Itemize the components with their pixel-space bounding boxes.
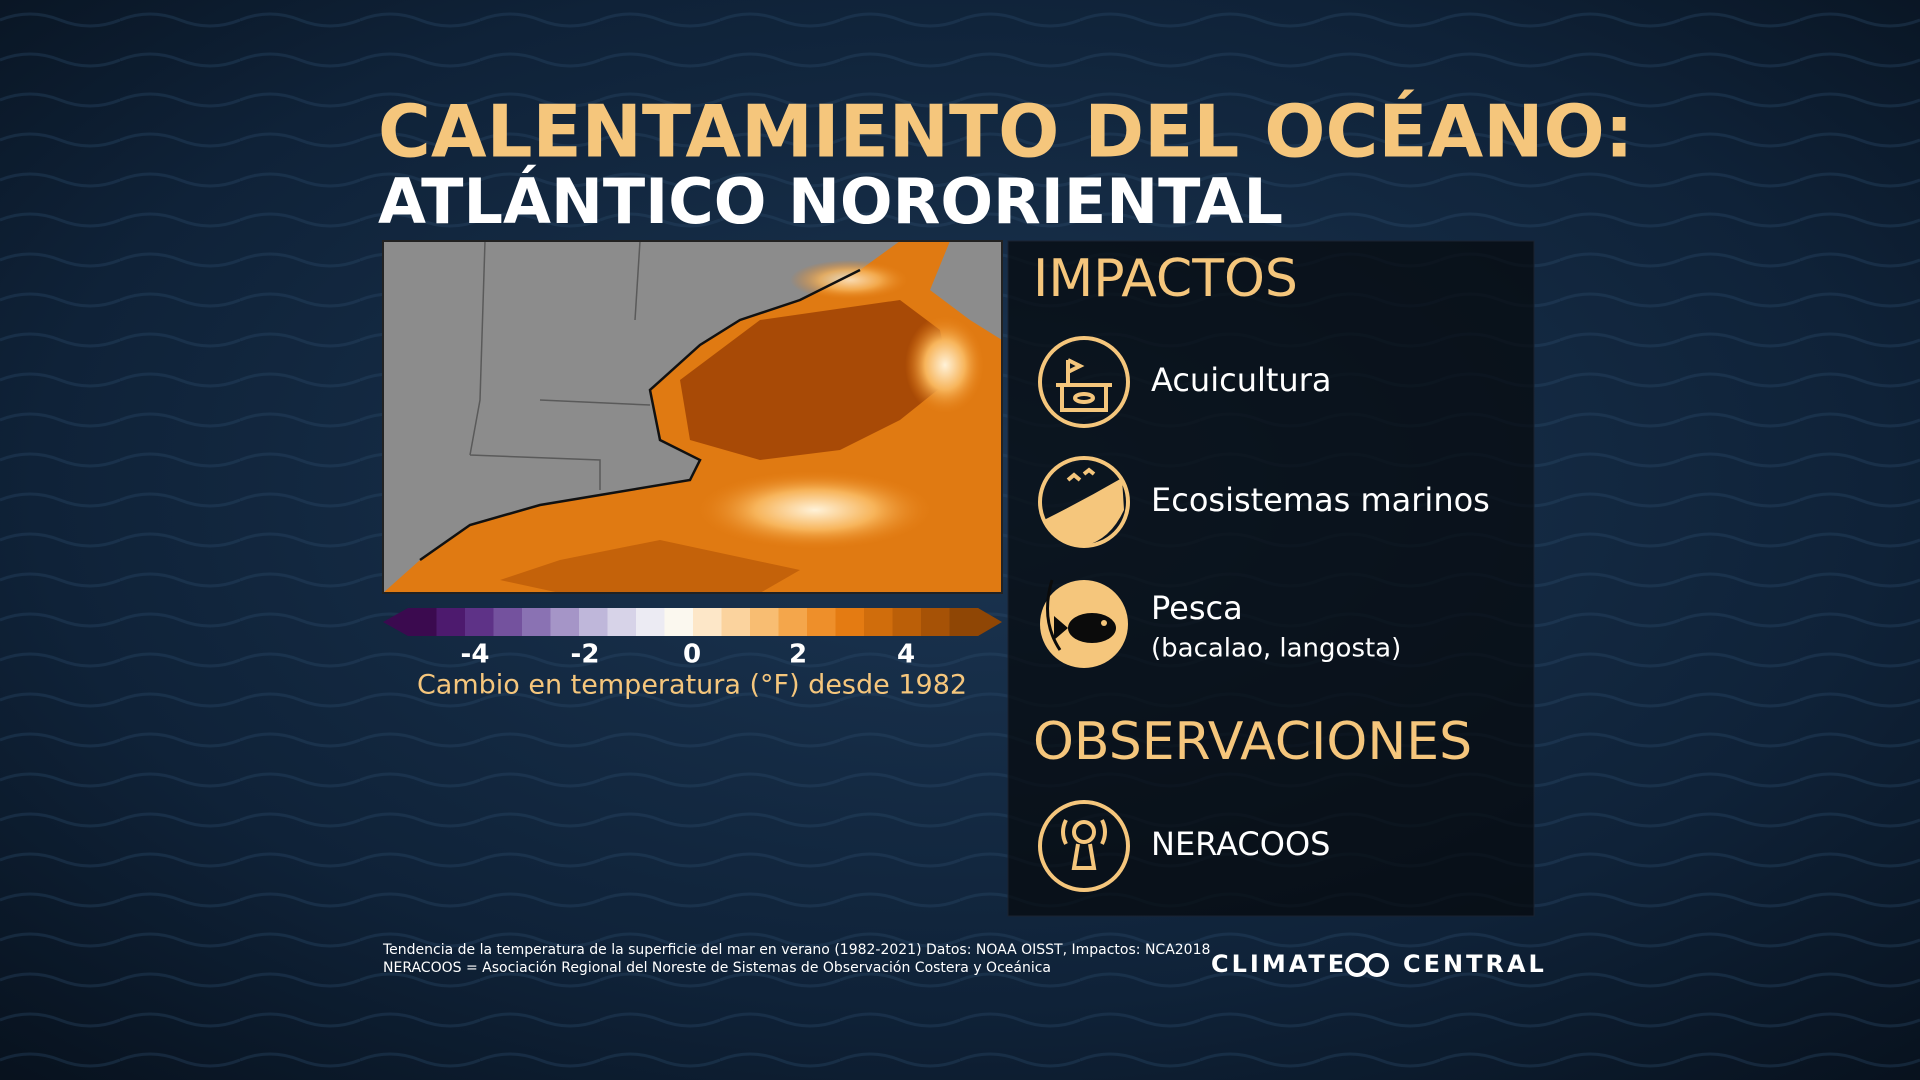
footer-note: NERACOOS = Asociación Regional del Nores… bbox=[383, 960, 1051, 976]
logo-mark bbox=[1345, 953, 1389, 977]
icon-buoy bbox=[1038, 800, 1130, 892]
title: CALENTAMIENTO DEL OCÉANO: bbox=[378, 90, 1634, 174]
colorbar-tick-label: 0 bbox=[683, 640, 701, 670]
colorbar-tick-label: 4 bbox=[897, 640, 915, 670]
colorbar bbox=[383, 608, 1002, 636]
observation-label: NERACOOS bbox=[1151, 825, 1330, 863]
colorbar-swatch bbox=[436, 608, 466, 636]
logo-word: CLIMATE bbox=[1211, 950, 1347, 978]
impact-label: Ecosistemas marinos bbox=[1151, 481, 1490, 519]
logo-word: CENTRAL bbox=[1403, 950, 1547, 978]
icon-ecosystems bbox=[1038, 456, 1130, 548]
icon-fishing bbox=[1040, 579, 1128, 668]
observations-heading: OBSERVACIONES bbox=[1033, 712, 1472, 772]
colorbar-swatch bbox=[892, 608, 922, 636]
colorbar-swatch bbox=[579, 608, 608, 636]
colorbar-tick-label: -4 bbox=[461, 640, 490, 670]
colorbar-swatch bbox=[778, 608, 808, 636]
impact-note: (bacalao, langosta) bbox=[1151, 634, 1401, 664]
panel bbox=[1007, 240, 1535, 917]
colorbar-swatch bbox=[522, 608, 551, 636]
footer-note: Tendencia de la temperatura de la superf… bbox=[382, 942, 1210, 958]
colorbar-swatch bbox=[465, 608, 494, 636]
colorbar-swatch bbox=[864, 608, 893, 636]
impact-label: Acuicultura bbox=[1151, 361, 1331, 399]
colorbar-swatch bbox=[408, 608, 437, 636]
colorbar-swatch bbox=[750, 608, 779, 636]
impact-label: Pesca bbox=[1151, 589, 1243, 627]
colorbar-swatch bbox=[493, 608, 523, 636]
colorbar-swatch bbox=[664, 608, 694, 636]
colorbar-swatch bbox=[949, 608, 979, 636]
map bbox=[383, 241, 1002, 593]
colorbar-tick-label: -2 bbox=[571, 640, 600, 670]
map-frame bbox=[382, 240, 1003, 594]
colorbar-swatch bbox=[607, 608, 637, 636]
icon-aquaculture bbox=[1038, 336, 1130, 428]
colorbar-end bbox=[978, 608, 1002, 636]
colorbar-swatch bbox=[636, 608, 665, 636]
colorbar-end bbox=[383, 608, 408, 636]
colorbar-swatch bbox=[807, 608, 836, 636]
colorbar-swatch bbox=[921, 608, 950, 636]
subtitle: ATLÁNTICO NORORIENTAL bbox=[378, 165, 1283, 238]
colorbar-swatch bbox=[550, 608, 580, 636]
colorbar-swatch bbox=[721, 608, 751, 636]
colorbar-swatch bbox=[693, 608, 722, 636]
impacts-heading: IMPACTOS bbox=[1033, 249, 1298, 309]
colorbar-caption: Cambio en temperatura (°F) desde 1982 bbox=[417, 670, 967, 701]
colorbar-swatch bbox=[835, 608, 865, 636]
colorbar-tick-label: 2 bbox=[789, 640, 807, 670]
